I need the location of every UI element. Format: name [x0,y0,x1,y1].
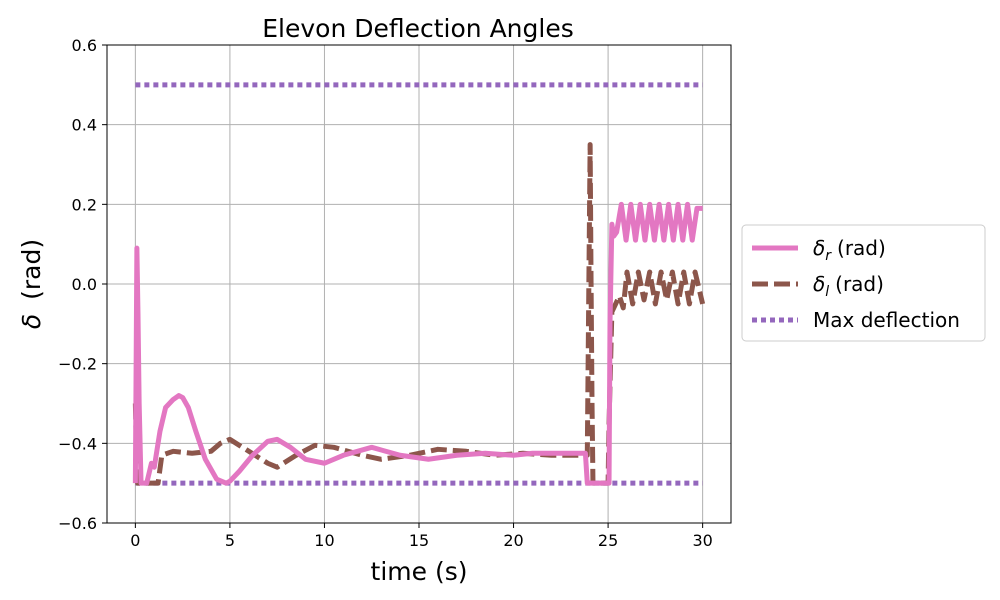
y-tick-label: −0.6 [58,514,97,533]
y-axis-label-unit: (rad) [17,239,46,300]
legend-frame [741,224,986,342]
delta-r-line [132,201,703,486]
y-tick-label: 0.6 [72,36,97,55]
y-axis-ticks: −0.6 −0.4 −0.2 0.0 0.2 0.4 0.6 [58,36,107,533]
legend-delta-l-unit: (rad) [835,272,884,296]
x-tick-label: 20 [503,531,523,550]
chart-title: Elevon Deflection Angles [262,14,574,43]
legend-delta-r-unit: (rad) [837,236,886,260]
x-tick-label: 25 [598,531,618,550]
x-tick-label: 15 [409,531,429,550]
series-layer [132,82,706,486]
legend-delta-l-subscript: l [825,284,829,300]
y-axis-label-symbol: δ [17,314,46,329]
y-tick-label: 0.4 [72,116,97,135]
delta-l-line [132,142,706,486]
y-tick-label: 0.2 [72,195,97,214]
x-axis-label: time (s) [371,557,468,586]
x-tick-label: 10 [314,531,334,550]
x-tick-label: 30 [692,531,712,550]
y-tick-label: 0.0 [72,275,97,294]
legend-delta-r-subscript: r [825,248,832,264]
y-axis-label: δ (rad) [17,239,46,329]
legend-delta-l-symbol: δ [813,272,825,296]
x-axis-ticks: 0 5 10 15 20 25 30 [130,523,713,550]
legend: δr (rad) δl (rad) Max deflection [741,224,986,342]
y-tick-label: −0.4 [58,434,97,453]
legend-label-max-deflection: Max deflection [813,308,960,332]
legend-delta-r-symbol: δ [813,236,825,260]
x-tick-label: 5 [225,531,235,550]
x-tick-label: 0 [130,531,140,550]
y-tick-label: −0.2 [58,355,97,374]
legend-label-delta-l: δl (rad) [813,272,884,300]
legend-label-delta-r: δr (rad) [813,236,886,264]
